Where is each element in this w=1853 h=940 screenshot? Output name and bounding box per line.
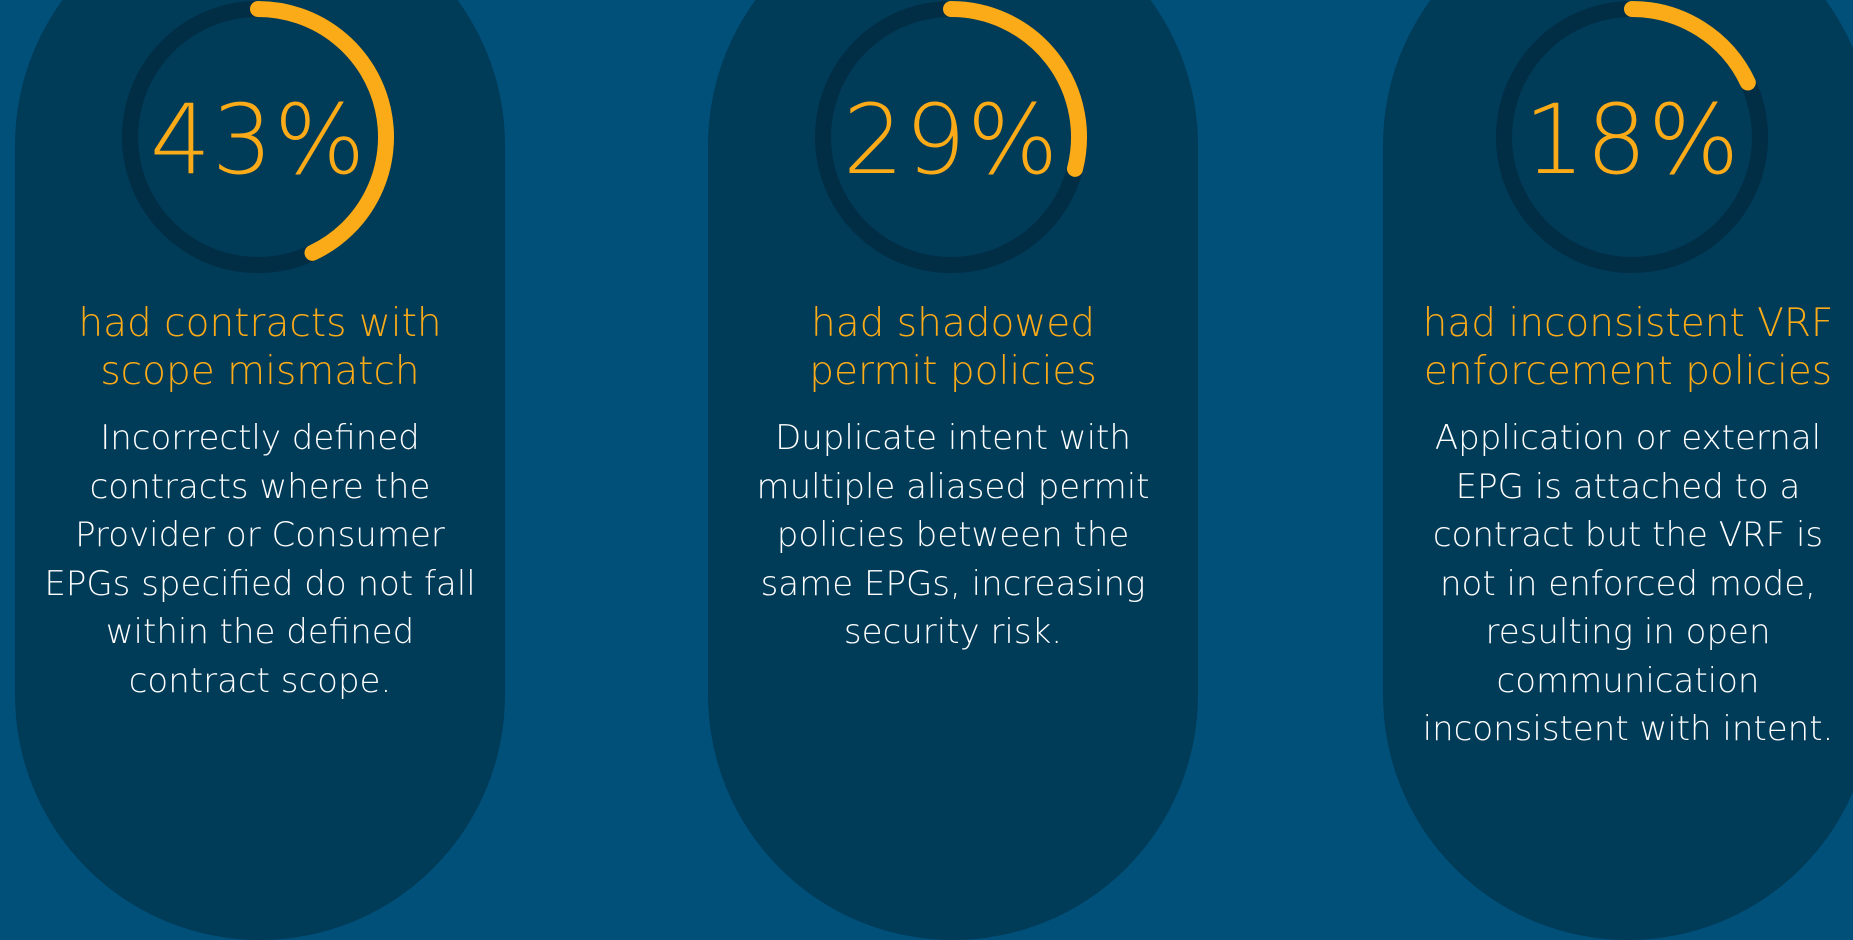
stat-percentage: 18% (1523, 84, 1741, 196)
stat-heading-line: enforcement policies (1423, 349, 1833, 394)
stat-description: Incorrectly defined contracts where the … (44, 418, 476, 701)
stat-heading: had inconsistent VRF enforcement policie… (1398, 300, 1853, 396)
stat-description: Application or external EPG is attached … (1422, 418, 1834, 749)
stat-description: Duplicate intent with multiple aliased p… (756, 418, 1150, 652)
stat-heading-line: scope mismatch (100, 349, 420, 394)
stat-heading-line: permit policies (809, 349, 1097, 394)
stat-percentage: 29% (842, 84, 1060, 196)
stat-percentage: 43% (149, 84, 367, 196)
stat-heading-line: had inconsistent VRF (1422, 301, 1834, 346)
stat-heading: had contracts with scope mismatch (30, 300, 490, 396)
stat-heading: had shadowed permit policies (723, 300, 1183, 396)
stat-heading-line: had shadowed (811, 301, 1095, 346)
stat-heading-line: had contracts with (78, 301, 442, 346)
